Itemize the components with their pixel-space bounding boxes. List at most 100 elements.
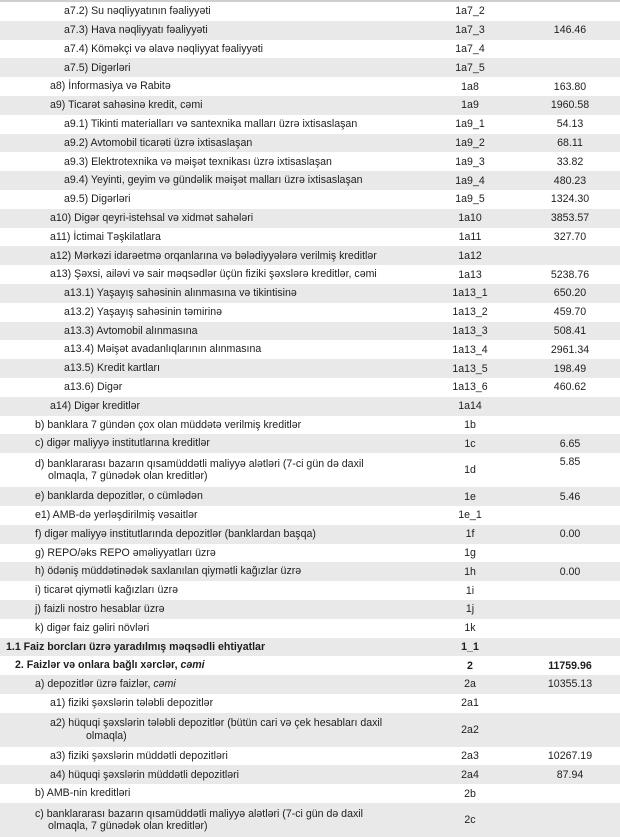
row-label-text: a13.4) Məişət avadanlıqlarının alınmasın… xyxy=(64,343,262,356)
table-row: 2. Faizlər və onlara bağlı xərclər, cəmi… xyxy=(0,656,620,675)
row-label-text: a13.5) Kredit kartları xyxy=(64,362,160,375)
row-label: a13) Şəxsi, ailəvi və sair məqsədlər üçü… xyxy=(0,268,420,281)
row-value: 6.65 xyxy=(559,437,581,450)
row-label: e1) AMB-də yerləşdirilmiş vəsaitlər xyxy=(0,509,420,522)
row-label-text: e1) AMB-də yerləşdirilmiş vəsaitlər xyxy=(35,509,198,522)
row-code: 1a9_2 xyxy=(455,136,485,149)
row-label-text: a9.2) Avtomobil ticarəti üzrə ixtisaslaş… xyxy=(64,136,253,149)
row-label: f) digər maliyyə institutlarında depozit… xyxy=(0,528,420,541)
row-code: 1a7_4 xyxy=(455,42,485,55)
row-label-text: a14) Digər kreditlər xyxy=(50,399,141,412)
row-value: 54.13 xyxy=(556,118,584,131)
row-label-emphasis: cəmi xyxy=(180,659,205,672)
row-label: i) ticarət qiymətli kağızları üzrə xyxy=(0,584,420,597)
row-label: k) digər faiz gəliri növləri xyxy=(0,622,420,635)
row-label-text: i) ticarət qiymətli kağızları üzrə xyxy=(35,584,179,597)
row-code: 1e xyxy=(464,490,476,503)
row-code: 1a11 xyxy=(458,230,482,243)
row-value: 460.62 xyxy=(553,381,587,394)
row-value: 5.46 xyxy=(559,490,581,503)
row-code: 1f xyxy=(465,528,475,541)
row-label: a9) Ticarət sahəsinə kredit, cəmi xyxy=(0,99,420,112)
table-row: a13.2) Yaşayış sahəsinin təmirinə 1a13_2 4… xyxy=(0,303,620,322)
row-label: a13.4) Məişət avadanlıqlarının alınmasın… xyxy=(0,343,420,356)
table-row: a7.3) Hava nəqliyyatı fəaliyyəti 1a7_3 146… xyxy=(0,20,620,40)
table-row: a12) Mərkəzi idarəetmə orqanlarına və bə… xyxy=(0,246,620,266)
row-code: 1a13_4 xyxy=(452,343,488,356)
table-row: a9.3) Elektrotexnika və məişət texnikası… xyxy=(0,152,620,171)
row-label-text: b) banklara 7 gündən çox olan müddətə ve… xyxy=(35,418,302,431)
table-row: a9.4) Yeyinti, geyim və gündəlik məişət … xyxy=(0,171,620,190)
row-label: a1) fiziki şəxslərin tələbli depozitlər xyxy=(0,697,420,710)
table-row: a) depozitlər üzrə faizlər, cəmi 2a 10355.… xyxy=(0,675,620,694)
table-row: a4) hüquqi şəxslərin müddətli depozitlər… xyxy=(0,765,620,785)
table-row: a7.2) Su nəqliyyatının fəaliyyəti 1a7_2 xyxy=(0,2,620,21)
row-code: 1a8 xyxy=(461,80,479,93)
row-label: 2. Faizlər və onlara bağlı xərclər, cəmi xyxy=(0,659,420,672)
row-code: 1k xyxy=(464,622,476,635)
row-label-text: a2) hüquqi şəxslərin tələbli depozitlər … xyxy=(50,717,383,742)
row-value: 10267.19 xyxy=(547,750,593,763)
row-label: a3) fiziki şəxslərin müddətli depozitlər… xyxy=(0,750,420,763)
row-label: a2) hüquqi şəxslərin tələbli depozitlər … xyxy=(0,717,420,742)
row-label: a8) İnformasiya və Rabitə xyxy=(0,80,420,93)
row-code: 1d xyxy=(464,464,476,477)
row-code: 1c xyxy=(464,437,476,450)
row-label: a9.2) Avtomobil ticarəti üzrə ixtisaslaş… xyxy=(0,137,420,150)
row-value: 0.00 xyxy=(559,565,581,578)
row-label: a7.4) Köməkçi və əlavə nəqliyyat fəaliyy… xyxy=(0,43,420,56)
row-label: a9.4) Yeyinti, geyim və gündəlik məişət … xyxy=(0,174,420,187)
row-label-text: g) REPO/əks REPO əməliyyatları üzrə xyxy=(35,546,216,559)
row-code: 1a7_5 xyxy=(455,61,485,74)
row-code: 1a13_6 xyxy=(452,381,488,394)
row-label: b) banklara 7 gündən çox olan müddətə ve… xyxy=(0,419,420,432)
table-row: a13.4) Məişət avadanlıqlarının alınmasın… xyxy=(0,340,620,359)
table-row: a13.6) Digər 1a13_6 460.62 xyxy=(0,378,620,397)
table-row: a13.5) Kredit kartları 1a13_5 198.49 xyxy=(0,359,620,378)
row-label: a9.5) Digərləri xyxy=(0,193,420,206)
table-row: a9.1) Tikinti materialları və santexnika… xyxy=(0,115,620,134)
row-code: 1e_1 xyxy=(458,509,482,522)
table-row: c) digər maliyyə institutlarına kreditlə… xyxy=(0,434,620,454)
table-row: b) banklara 7 gündən çox olan müddətə ve… xyxy=(0,416,620,435)
row-label-text: f) digər maliyyə institutlarında depozit… xyxy=(35,527,316,540)
table-row: a14) Digər kreditlər 1a14 xyxy=(0,396,620,416)
row-code: 1a10 xyxy=(458,212,482,225)
row-label: 1.1 Faiz borcları üzrə yaradılmış məqsəd… xyxy=(0,641,420,654)
row-label-text: a10) Digər qeyri-istehsal və xidmət sahə… xyxy=(50,211,254,224)
row-label: j) faizli nostro hesablar üzrə xyxy=(0,603,420,616)
row-label-text: a12) Mərkəzi idarəetmə orqanlarına və bə… xyxy=(50,249,377,262)
row-label: a7.2) Su nəqliyyatının fəaliyyəti xyxy=(0,5,420,18)
row-label-text: a13.2) Yaşayış sahəsinin təmirinə xyxy=(64,305,223,318)
table-row: d) banklararası bazarın qısamüddətli mal… xyxy=(0,453,620,487)
row-label-text: a9.4) Yeyinti, geyim və gündəlik məişət … xyxy=(64,174,363,187)
row-value: 163.80 xyxy=(553,80,587,93)
row-label-text: a7.3) Hava nəqliyyatı fəaliyyəti xyxy=(64,23,208,36)
row-code: 1a9 xyxy=(461,99,479,112)
table-row: a10) Digər qeyri-istehsal və xidmət sahə… xyxy=(0,208,620,228)
row-code: 1a14 xyxy=(458,400,482,413)
table-row: k) digər faiz gəliri növləri 1k xyxy=(0,619,620,638)
table-row: a7.4) Köməkçi və əlavə nəqliyyat fəaliyy… xyxy=(0,40,620,59)
row-code: 1a9_3 xyxy=(455,155,485,168)
row-label-text: e) banklarda depozitlər, o cümlədən xyxy=(35,490,203,503)
row-label-text: d) banklararası bazarın qısamüddətli mal… xyxy=(35,457,364,483)
row-value xyxy=(520,803,620,806)
table-row: f) digər maliyyə institutlarında depozit… xyxy=(0,524,620,544)
row-label: b) AMB-nin kreditləri xyxy=(0,787,420,800)
row-label: a13.6) Digər xyxy=(0,381,420,394)
table-row: a9.2) Avtomobil ticarəti üzrə ixtisaslaş… xyxy=(0,133,620,153)
row-label: a13.1) Yaşayış sahəsinin alınmasına və t… xyxy=(0,287,420,300)
row-label-text: k) digər faiz gəliri növləri xyxy=(35,621,150,634)
row-value: 1960.58 xyxy=(550,99,590,112)
row-label: a4) hüquqi şəxslərin müddətli depozitlər… xyxy=(0,769,420,782)
row-code: 2b xyxy=(464,787,476,800)
row-label-text: a13.1) Yaşayış sahəsinin alınmasına və t… xyxy=(64,287,297,300)
row-code: 1a13 xyxy=(458,268,482,281)
row-label: a7.3) Hava nəqliyyatı fəaliyyəti xyxy=(0,24,420,37)
table-row: a8) İnformasiya və Rabitə 1a8 163.80 xyxy=(0,77,620,96)
row-value: 5238.76 xyxy=(550,268,590,281)
row-value: 198.49 xyxy=(553,362,587,375)
row-code: 2a1 xyxy=(461,697,479,710)
row-label: g) REPO/əks REPO əməliyyatları üzrə xyxy=(0,547,420,560)
